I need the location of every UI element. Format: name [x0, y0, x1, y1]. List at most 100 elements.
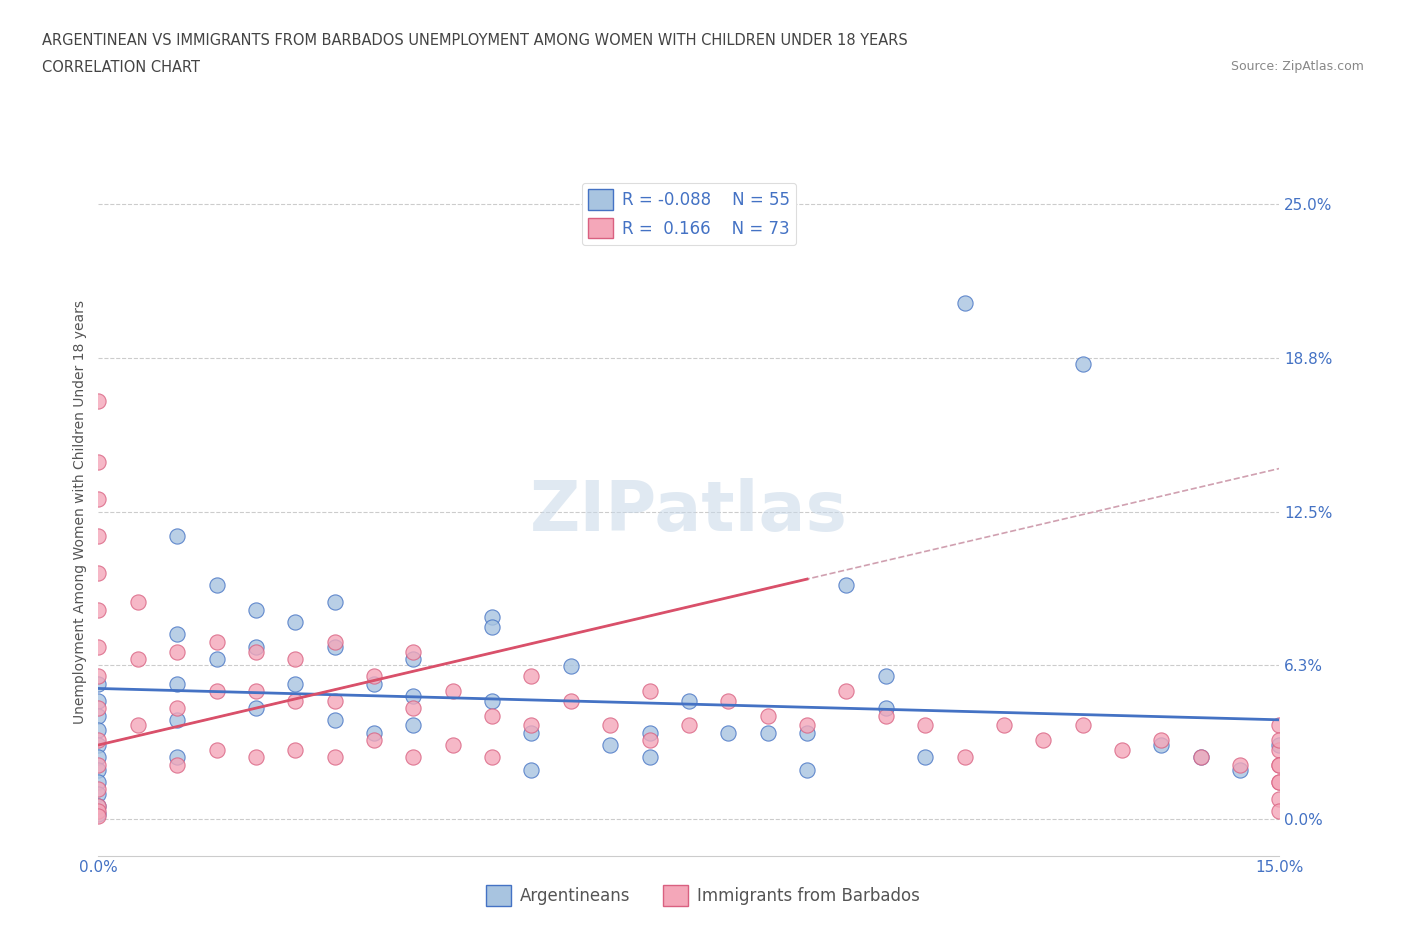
Point	[87, 763, 110, 777]
Point	[1268, 775, 1291, 790]
Point	[127, 652, 149, 667]
Point	[323, 750, 346, 764]
Point	[205, 634, 228, 649]
Point	[363, 733, 385, 748]
Point	[284, 742, 307, 757]
Point	[402, 644, 425, 659]
Point	[363, 676, 385, 691]
Point	[1032, 733, 1054, 748]
Point	[1111, 742, 1133, 757]
Point	[796, 725, 818, 740]
Point	[1268, 742, 1291, 757]
Point	[1268, 757, 1291, 772]
Point	[284, 652, 307, 667]
Point	[284, 694, 307, 709]
Point	[87, 603, 110, 618]
Point	[481, 708, 503, 723]
Point	[205, 652, 228, 667]
Point	[835, 578, 858, 592]
Point	[127, 595, 149, 610]
Point	[87, 723, 110, 737]
Point	[87, 733, 110, 748]
Point	[87, 737, 110, 752]
Point	[87, 708, 110, 723]
Point	[245, 700, 267, 715]
Point	[875, 669, 897, 684]
Point	[87, 782, 110, 797]
Point	[441, 684, 464, 698]
Point	[1268, 804, 1291, 818]
Point	[205, 684, 228, 698]
Text: ARGENTINEAN VS IMMIGRANTS FROM BARBADOS UNEMPLOYMENT AMONG WOMEN WITH CHILDREN U: ARGENTINEAN VS IMMIGRANTS FROM BARBADOS …	[42, 33, 908, 47]
Point	[402, 700, 425, 715]
Point	[481, 694, 503, 709]
Point	[481, 610, 503, 625]
Point	[87, 565, 110, 580]
Point	[1189, 750, 1212, 764]
Point	[87, 806, 110, 821]
Point	[87, 799, 110, 814]
Point	[284, 676, 307, 691]
Point	[599, 718, 621, 733]
Point	[441, 737, 464, 752]
Point	[87, 639, 110, 654]
Point	[323, 595, 346, 610]
Point	[560, 659, 582, 674]
Point	[87, 804, 110, 818]
Point	[875, 708, 897, 723]
Point	[363, 725, 385, 740]
Point	[953, 295, 976, 310]
Point	[205, 578, 228, 592]
Point	[520, 725, 543, 740]
Point	[205, 742, 228, 757]
Point	[402, 718, 425, 733]
Point	[166, 750, 188, 764]
Point	[1268, 733, 1291, 748]
Point	[520, 718, 543, 733]
Point	[1229, 763, 1251, 777]
Text: CORRELATION CHART: CORRELATION CHART	[42, 60, 200, 75]
Point	[87, 750, 110, 764]
Point	[87, 809, 110, 824]
Point	[1268, 757, 1291, 772]
Point	[835, 684, 858, 698]
Point	[87, 787, 110, 802]
Point	[245, 603, 267, 618]
Point	[402, 688, 425, 703]
Point	[245, 750, 267, 764]
Legend: R = -0.088    N = 55, R =  0.166    N = 73: R = -0.088 N = 55, R = 0.166 N = 73	[582, 182, 796, 245]
Point	[678, 718, 700, 733]
Point	[127, 718, 149, 733]
Point	[166, 627, 188, 642]
Point	[1268, 775, 1291, 790]
Point	[87, 393, 110, 408]
Point	[717, 725, 740, 740]
Text: ZIPatlas: ZIPatlas	[530, 478, 848, 545]
Point	[875, 700, 897, 715]
Point	[284, 615, 307, 630]
Point	[1150, 737, 1173, 752]
Point	[87, 455, 110, 470]
Point	[914, 718, 936, 733]
Text: Source: ZipAtlas.com: Source: ZipAtlas.com	[1230, 60, 1364, 73]
Point	[1268, 718, 1291, 733]
Point	[87, 676, 110, 691]
Point	[993, 718, 1015, 733]
Point	[87, 528, 110, 543]
Point	[520, 763, 543, 777]
Y-axis label: Unemployment Among Women with Children Under 18 years: Unemployment Among Women with Children U…	[73, 299, 87, 724]
Legend: Argentineans, Immigrants from Barbados: Argentineans, Immigrants from Barbados	[479, 879, 927, 912]
Point	[166, 713, 188, 728]
Point	[245, 644, 267, 659]
Point	[796, 718, 818, 733]
Point	[678, 694, 700, 709]
Point	[1229, 757, 1251, 772]
Point	[717, 694, 740, 709]
Point	[481, 619, 503, 634]
Point	[323, 639, 346, 654]
Point	[638, 725, 661, 740]
Point	[402, 652, 425, 667]
Point	[638, 750, 661, 764]
Point	[1150, 733, 1173, 748]
Point	[402, 750, 425, 764]
